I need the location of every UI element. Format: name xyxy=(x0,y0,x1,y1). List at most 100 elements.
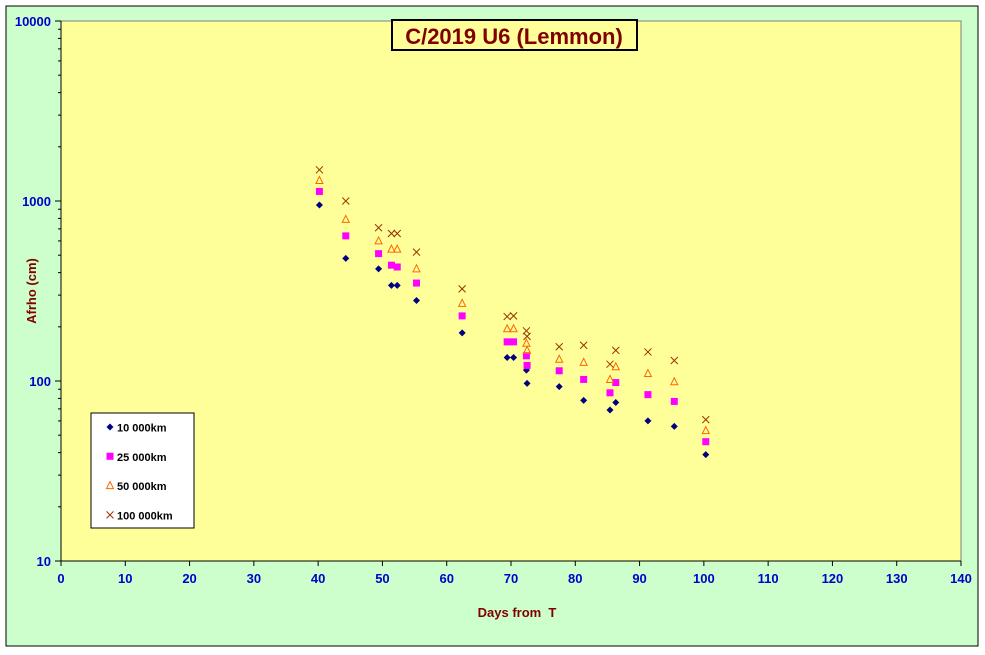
data-point-series-2 xyxy=(510,338,518,346)
data-point-series-2 xyxy=(503,338,511,346)
x-tick-label: 100 xyxy=(693,571,715,586)
x-tick-label: 60 xyxy=(439,571,453,586)
legend-label-series-3: 50 000km xyxy=(117,481,167,493)
data-point-series-4 xyxy=(503,312,511,321)
data-point-series-4 xyxy=(412,248,421,256)
data-point-series-1 xyxy=(523,379,531,387)
data-point-series-2 xyxy=(522,352,530,360)
data-point-series-3 xyxy=(502,323,512,333)
plot-area xyxy=(60,20,962,562)
x-tick-label: 40 xyxy=(311,571,325,586)
data-point-series-3 xyxy=(701,425,711,435)
data-point-series-1 xyxy=(670,422,678,430)
data-point-series-3 xyxy=(387,244,396,253)
data-point-series-1 xyxy=(606,406,614,414)
data-point-series-4 xyxy=(579,341,588,350)
data-point-series-4 xyxy=(670,356,679,365)
data-point-series-1 xyxy=(702,451,710,459)
data-point-series-2 xyxy=(413,279,420,287)
data-point-series-2 xyxy=(702,438,710,446)
data-point-series-4 xyxy=(644,348,652,356)
x-tick-label: 120 xyxy=(822,571,844,586)
data-point-series-4 xyxy=(606,360,614,369)
y-axis-title: Afrho (cm) xyxy=(24,258,39,324)
data-point-series-3 xyxy=(611,361,621,371)
data-point-series-2 xyxy=(644,391,652,399)
y-tick-label: 100 xyxy=(29,374,51,389)
data-point-series-4 xyxy=(341,197,350,205)
x-tick-label: 80 xyxy=(568,571,582,586)
x-tick-label: 10 xyxy=(118,571,132,586)
x-axis-title: Days from T xyxy=(478,605,557,620)
data-point-series-3 xyxy=(522,338,531,347)
data-point-series-1 xyxy=(458,329,466,337)
legend-label-series-2: 25 000km xyxy=(117,452,167,464)
data-point-series-4 xyxy=(611,346,620,355)
data-point-series-3 xyxy=(392,244,402,253)
data-point-series-3 xyxy=(374,235,383,245)
legend-label-series-4: 100 000km xyxy=(117,510,173,522)
data-point-series-3 xyxy=(315,175,324,184)
chart-title: C/2019 U6 (Lemmon) xyxy=(405,24,623,49)
data-point-series-1 xyxy=(510,354,518,362)
data-point-series-4 xyxy=(458,285,466,293)
legend-marker-series-4 xyxy=(106,511,114,519)
data-marks xyxy=(315,165,711,459)
data-point-series-1 xyxy=(612,398,620,406)
x-tick-label: 70 xyxy=(504,571,518,586)
data-point-series-1 xyxy=(413,297,420,305)
data-point-series-2 xyxy=(458,312,466,320)
data-point-series-2 xyxy=(375,250,383,258)
legend-marker-series-3 xyxy=(105,480,115,490)
legend-marker-series-2 xyxy=(106,452,114,460)
data-point-series-4 xyxy=(701,415,710,424)
data-point-series-1 xyxy=(644,417,652,425)
x-tick-label: 140 xyxy=(950,571,972,586)
data-point-series-1 xyxy=(315,201,323,209)
x-tick-label: 90 xyxy=(632,571,646,586)
x-tick-label: 130 xyxy=(886,571,908,586)
chart-title-box: C/2019 U6 (Lemmon) xyxy=(391,19,638,51)
data-point-series-3 xyxy=(457,298,467,307)
data-point-series-1 xyxy=(387,281,395,289)
y-tick-label: 1000 xyxy=(22,194,51,209)
data-point-series-2 xyxy=(612,379,620,387)
data-point-series-3 xyxy=(605,374,615,383)
data-point-series-4 xyxy=(555,342,564,351)
data-point-series-4 xyxy=(387,229,396,238)
data-point-series-1 xyxy=(555,383,563,391)
data-point-series-3 xyxy=(579,357,588,366)
data-point-series-2 xyxy=(606,389,614,397)
data-point-series-4 xyxy=(523,332,531,341)
data-point-series-4 xyxy=(509,312,518,320)
axis-ticks: 0 10 20 30 40 50 60 70 80 90 100 110 120 130 140 10 100 1… xyxy=(15,14,972,586)
data-point-series-3 xyxy=(522,345,532,354)
data-point-series-2 xyxy=(315,187,323,195)
data-point-series-2 xyxy=(387,261,395,269)
data-point-series-2 xyxy=(555,367,563,375)
data-point-series-4 xyxy=(315,165,324,174)
data-point-series-2 xyxy=(580,375,588,383)
x-tick-label: 30 xyxy=(247,571,261,586)
data-point-series-1 xyxy=(503,354,511,362)
data-point-series-2 xyxy=(670,397,678,405)
x-tick-label: 20 xyxy=(182,571,196,586)
data-point-series-1 xyxy=(580,396,588,404)
legend: 10 000km 25 000km 50 000km 100 000km xyxy=(90,412,195,529)
data-point-series-2 xyxy=(393,263,401,271)
legend-marker-series-1 xyxy=(106,423,114,431)
data-point-series-2 xyxy=(342,232,350,240)
legend-box xyxy=(90,412,195,529)
x-tick-label: 50 xyxy=(375,571,389,586)
data-point-series-2 xyxy=(523,361,531,369)
y-tick-label: 10000 xyxy=(15,14,51,29)
x-tick-label: 0 xyxy=(57,571,64,586)
data-point-series-3 xyxy=(554,354,564,363)
data-point-series-3 xyxy=(509,323,518,333)
data-point-series-3 xyxy=(412,263,421,273)
data-point-series-1 xyxy=(342,254,350,262)
data-point-series-3 xyxy=(341,214,351,223)
data-point-series-4 xyxy=(374,223,383,232)
